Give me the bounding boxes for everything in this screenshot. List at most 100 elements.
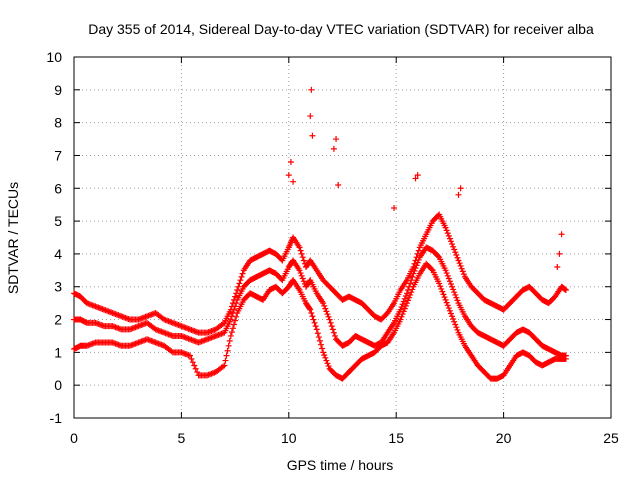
series-0-point [300,257,307,264]
series-2-point [228,329,235,336]
series-1-point [446,278,453,285]
series-2-point [406,294,413,301]
series-2-point [405,297,412,304]
series-1-point [410,270,417,277]
series-2-point [318,341,325,348]
series-2-point [408,289,415,296]
series-2-point [229,325,236,332]
series-2-point [324,360,331,367]
series-2-point [315,334,322,341]
y-tick-label: 7 [54,147,62,163]
series-2-point [186,352,193,359]
series-1-point [330,329,337,336]
plot-frame [73,56,612,419]
series-1-point [232,303,239,310]
series-2-point [407,291,414,298]
series-2-point [191,362,198,369]
series-1-point [399,301,406,308]
grid [74,57,611,418]
series-2-point [436,280,443,287]
series-2-point [454,326,461,333]
series-1-point [401,295,408,302]
series-0-point [444,230,451,237]
series-2-point [320,349,327,356]
series-2-point [233,313,240,320]
y-tick-label: 5 [54,213,62,229]
series-2-point [225,342,232,349]
series-3-point [414,172,421,179]
series-1-point [442,267,449,274]
series-1-point [415,256,422,263]
series-2-point [227,332,234,339]
y-tick-label: 3 [54,279,62,295]
series-2-point [445,305,452,312]
series-2-point [401,305,408,312]
series-2-point [188,355,195,362]
series-0-point [455,257,462,264]
x-tick-label: 20 [496,430,512,446]
series-3-point [330,145,337,152]
series-1-point [327,319,334,326]
series-2-point [192,365,199,372]
series-2-point [428,266,435,273]
series-1-point [296,267,303,274]
series-0-point [235,283,242,290]
series-0-point [415,247,422,254]
series-1-point [452,291,459,298]
series-1-point [444,272,451,279]
series-0-point [453,252,460,259]
x-tick-label: 0 [70,430,78,446]
series-0-point [451,246,458,253]
series-0-point [234,287,241,294]
y-tick-label: -1 [50,410,63,426]
series-1-point [321,302,328,309]
series-2-point [308,309,315,316]
series-0-point [458,265,465,272]
series-2-point [319,345,326,352]
axis-ticks [73,56,612,419]
series-2-point [194,369,201,376]
series-1-point [402,293,409,300]
series-2-point [232,317,239,324]
series-1-point [328,323,335,330]
series-2-point [309,313,316,320]
series-3-point [309,132,316,139]
series-2-point [443,299,450,306]
series-1-point [453,294,460,301]
series-0-point [459,268,466,275]
series-0-point [296,244,303,251]
x-tick-label: 5 [178,430,186,446]
series-2-point [452,321,459,328]
series-0-point [446,235,453,242]
series-2-point [440,291,447,298]
series-1-point [407,280,414,287]
series-2-point [442,296,449,303]
series-0-point [450,243,457,250]
series-1-point [324,311,331,318]
series-2-point [189,359,196,366]
series-1-point [299,275,306,282]
series-1-point [300,278,307,285]
series-3-point [287,159,294,166]
series-0-point [447,238,454,245]
series-1-point [397,306,404,313]
series-1-point [451,289,458,296]
series-3-point [335,181,342,188]
series-2-point [226,337,233,344]
series-2-point [231,321,238,328]
y-tick-label: 4 [54,246,62,262]
series-0-point [443,227,450,234]
series-1-point [450,286,457,293]
series-0-point [298,250,305,257]
series-0-point [457,262,464,269]
series-2-point [447,310,454,317]
series-1-point [297,270,304,277]
series-3-point [285,172,292,179]
series-1-point [413,262,420,269]
series-2-point [400,308,407,315]
series-2-point [438,285,445,292]
series-2-point [323,357,330,364]
series-2-point [224,347,231,354]
series-1-point [449,283,456,290]
series-1-point [329,326,336,333]
